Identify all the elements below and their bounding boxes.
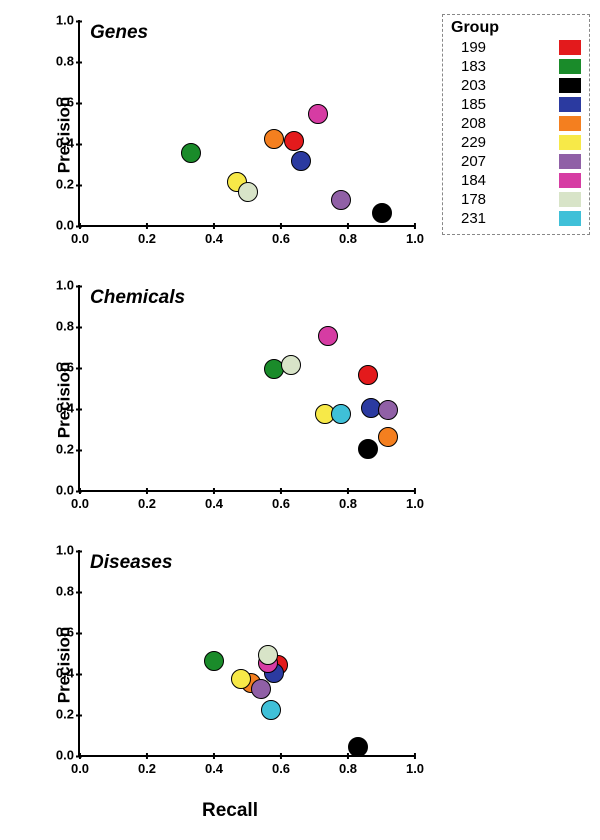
xtick: 0.0 [71, 755, 89, 776]
xtick: 0.0 [71, 490, 89, 511]
ytick: 0.6 [56, 360, 80, 375]
data-point [264, 129, 284, 149]
data-point [348, 737, 368, 757]
xtick: 0.4 [205, 225, 223, 246]
ytick: 0.8 [56, 584, 80, 599]
legend-row: 231 [451, 209, 581, 228]
data-point [372, 203, 392, 223]
legend-label: 185 [451, 95, 486, 114]
xlabel: Recall [30, 800, 430, 822]
data-point [261, 700, 281, 720]
data-point [331, 404, 351, 424]
ytick: 0.8 [56, 319, 80, 334]
legend-swatch [559, 211, 581, 226]
xtick: 0.8 [339, 755, 357, 776]
data-point [181, 143, 201, 163]
panel-title: Chemicals [90, 287, 185, 309]
xtick: 0.6 [272, 490, 290, 511]
legend-row: 203 [451, 76, 581, 95]
legend-row: 208 [451, 114, 581, 133]
legend-swatch [559, 40, 581, 55]
ytick: 1.0 [56, 543, 80, 558]
data-point [378, 427, 398, 447]
xtick: 1.0 [406, 225, 424, 246]
ytick: 0.8 [56, 54, 80, 69]
chart-area-diseases: 0.00.20.40.60.81.00.00.20.40.60.81.0 [78, 550, 415, 757]
xtick: 0.0 [71, 225, 89, 246]
ytick: 0.4 [56, 136, 80, 151]
data-point [238, 182, 258, 202]
xtick: 1.0 [406, 755, 424, 776]
xtick: 1.0 [406, 490, 424, 511]
data-point [281, 355, 301, 375]
xtick: 0.6 [272, 755, 290, 776]
xtick: 0.2 [138, 490, 156, 511]
xtick: 0.4 [205, 755, 223, 776]
chart-area-chemicals: 0.00.20.40.60.81.00.00.20.40.60.81.0 [78, 285, 415, 492]
legend-label: 231 [451, 209, 486, 228]
ytick: 0.6 [56, 95, 80, 110]
ytick: 1.0 [56, 278, 80, 293]
legend-label: 184 [451, 171, 486, 190]
legend-items: 199183203185208229207184178231 [451, 38, 581, 228]
chart-area-genes: 0.00.20.40.60.81.00.00.20.40.60.81.0 [78, 20, 415, 227]
data-point [318, 326, 338, 346]
legend-title: Group [451, 19, 581, 37]
legend-swatch [559, 154, 581, 169]
legend-row: 199 [451, 38, 581, 57]
legend-row: 183 [451, 57, 581, 76]
panel-chemicals: Precision 0.00.20.40.60.81.00.00.20.40.6… [30, 275, 430, 525]
legend-row: 184 [451, 171, 581, 190]
ytick: 0.6 [56, 625, 80, 640]
legend-swatch [559, 97, 581, 112]
legend-swatch [559, 116, 581, 131]
xtick: 0.4 [205, 490, 223, 511]
data-point [308, 104, 328, 124]
data-point [204, 651, 224, 671]
legend-label: 183 [451, 57, 486, 76]
data-point [231, 669, 251, 689]
data-point [291, 151, 311, 171]
data-point [284, 131, 304, 151]
xtick: 0.2 [138, 755, 156, 776]
panel-diseases: Precision 0.00.20.40.60.81.00.00.20.40.6… [30, 540, 430, 790]
legend-label: 178 [451, 190, 486, 209]
data-point [331, 190, 351, 210]
legend-row: 185 [451, 95, 581, 114]
legend-swatch [559, 135, 581, 150]
legend-row: 229 [451, 133, 581, 152]
legend-swatch [559, 59, 581, 74]
data-point [358, 365, 378, 385]
data-point [251, 679, 271, 699]
ytick: 0.4 [56, 401, 80, 416]
data-point [258, 645, 278, 665]
ytick: 0.4 [56, 666, 80, 681]
legend-swatch [559, 192, 581, 207]
legend-label: 203 [451, 76, 486, 95]
panel-title: Genes [90, 22, 148, 44]
panel-title: Diseases [90, 552, 172, 574]
ytick: 0.2 [56, 177, 80, 192]
legend-row: 207 [451, 152, 581, 171]
data-point [358, 439, 378, 459]
legend-label: 199 [451, 38, 486, 57]
legend-label: 229 [451, 133, 486, 152]
ytick: 1.0 [56, 13, 80, 28]
xtick: 0.2 [138, 225, 156, 246]
legend-label: 208 [451, 114, 486, 133]
legend-row: 178 [451, 190, 581, 209]
legend: Group 199183203185208229207184178231 [442, 14, 590, 235]
data-point [378, 400, 398, 420]
legend-swatch [559, 78, 581, 93]
legend-swatch [559, 173, 581, 188]
legend-label: 207 [451, 152, 486, 171]
panel-genes: Precision 0.00.20.40.60.81.00.00.20.40.6… [30, 10, 430, 260]
xtick: 0.6 [272, 225, 290, 246]
ytick: 0.2 [56, 442, 80, 457]
xtick: 0.8 [339, 490, 357, 511]
ytick: 0.2 [56, 707, 80, 722]
xtick: 0.8 [339, 225, 357, 246]
